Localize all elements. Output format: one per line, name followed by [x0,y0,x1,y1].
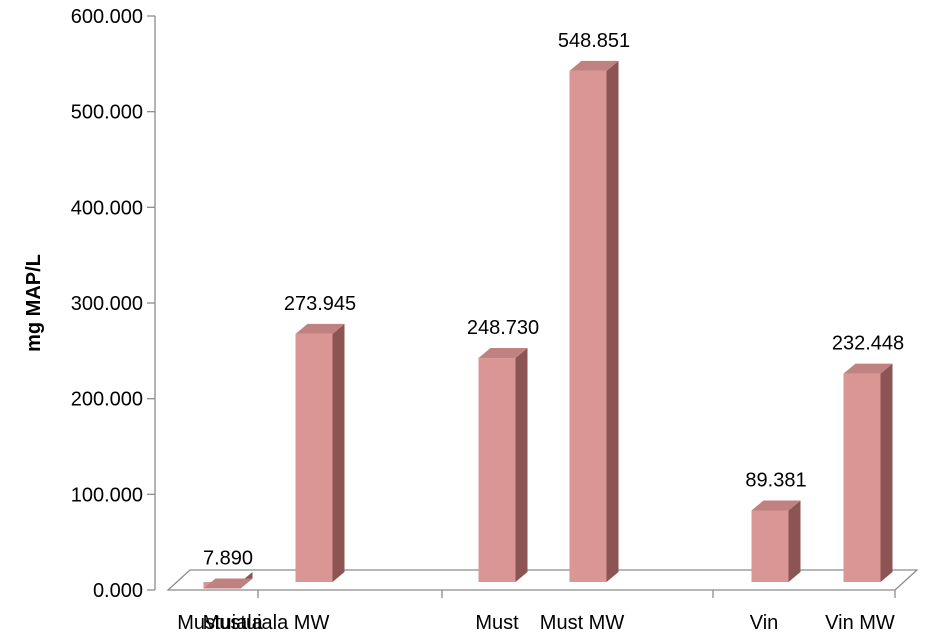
labels-layer: 7.890 273.945 248.730 548.851 89.381 232.448 M… [177,30,904,634]
y-tick-label: 200.000 [71,389,143,411]
bar-front [478,358,516,582]
bar-top [295,323,345,334]
y-tick-label: 600.000 [71,6,143,28]
x-category-label: Must MW [540,612,625,634]
data-label: 548.851 [558,30,630,52]
y-tick-label: 400.000 [71,197,143,219]
data-label: 248.730 [467,317,539,339]
bar-front [843,373,881,582]
data-label: 273.945 [284,293,356,315]
bar-front [569,70,607,582]
y-tick-label: 100.000 [71,484,143,506]
y-axis-title: mg MAP/L [23,254,45,352]
x-category-label: Mustuiala MW [203,612,330,634]
y-tick-label: 500.000 [71,102,143,124]
bar-side [515,348,528,582]
data-label: 7.890 [203,547,253,569]
bar-front [295,333,333,582]
bar-front [751,510,789,582]
x-category-label: Vin [750,612,779,634]
y-tick-label: 300.000 [71,293,143,315]
data-label: 89.381 [745,469,806,491]
x-category-label: Must [475,612,519,634]
axes-layer: 0.000 100.000 200.000 300.000 400.000 500.000… [71,6,919,602]
bar-top [478,348,528,359]
x-category-label: Vin MW [825,612,895,634]
bar-top [751,500,801,511]
x-category-label: Mustuiala [177,612,263,634]
bar-side [788,500,801,582]
data-label: 232.448 [832,333,904,355]
bars-layer [203,60,893,589]
bar-top [203,578,253,589]
bar-top [569,60,619,71]
bar-top [843,363,893,374]
bar-side [606,60,619,582]
floor-plane [166,569,919,591]
y-tick-label: 0.000 [93,580,143,602]
bar-side [332,323,345,582]
bar-side [880,363,893,582]
